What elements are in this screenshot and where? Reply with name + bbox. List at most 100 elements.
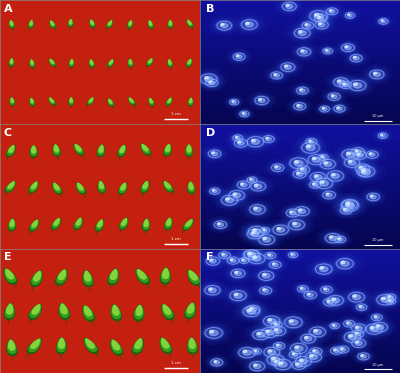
Ellipse shape: [384, 297, 397, 305]
Ellipse shape: [301, 167, 335, 188]
Ellipse shape: [248, 253, 252, 255]
Ellipse shape: [309, 174, 339, 192]
Ellipse shape: [286, 4, 289, 6]
Ellipse shape: [252, 95, 271, 106]
Polygon shape: [49, 59, 56, 66]
Ellipse shape: [312, 183, 315, 185]
Ellipse shape: [242, 113, 247, 115]
Ellipse shape: [318, 105, 331, 113]
Ellipse shape: [326, 91, 342, 102]
Ellipse shape: [279, 362, 282, 364]
Ellipse shape: [348, 160, 356, 165]
Ellipse shape: [258, 234, 276, 245]
Ellipse shape: [370, 313, 384, 322]
Ellipse shape: [254, 96, 269, 105]
Ellipse shape: [234, 293, 238, 295]
Ellipse shape: [356, 341, 358, 343]
Bar: [200, 195, 400, 199]
Ellipse shape: [269, 163, 286, 173]
Ellipse shape: [389, 300, 393, 303]
Ellipse shape: [229, 50, 249, 63]
Ellipse shape: [288, 252, 298, 258]
Ellipse shape: [305, 23, 311, 27]
Ellipse shape: [292, 26, 313, 40]
Bar: [200, 286, 400, 290]
Ellipse shape: [199, 75, 225, 91]
Ellipse shape: [236, 346, 258, 360]
Bar: [200, 137, 400, 141]
Ellipse shape: [247, 203, 268, 216]
Polygon shape: [8, 145, 14, 153]
Ellipse shape: [238, 300, 268, 319]
Ellipse shape: [271, 341, 287, 351]
Ellipse shape: [212, 18, 237, 34]
Ellipse shape: [377, 18, 390, 25]
Polygon shape: [128, 59, 134, 68]
Bar: [200, 245, 400, 249]
Ellipse shape: [246, 176, 258, 184]
Ellipse shape: [255, 184, 258, 186]
Ellipse shape: [210, 259, 213, 261]
Ellipse shape: [320, 181, 328, 186]
Polygon shape: [83, 270, 93, 285]
Bar: [200, 216, 400, 220]
Polygon shape: [51, 217, 61, 230]
Ellipse shape: [312, 13, 329, 23]
Ellipse shape: [235, 271, 242, 276]
Ellipse shape: [236, 181, 251, 189]
Ellipse shape: [266, 330, 274, 335]
Ellipse shape: [322, 292, 349, 309]
Ellipse shape: [337, 316, 361, 331]
Ellipse shape: [337, 107, 339, 109]
Bar: [200, 16, 400, 21]
Ellipse shape: [301, 21, 314, 29]
Ellipse shape: [292, 101, 308, 112]
Ellipse shape: [322, 191, 336, 200]
Polygon shape: [75, 144, 82, 152]
Ellipse shape: [273, 342, 285, 350]
Ellipse shape: [326, 193, 332, 197]
Ellipse shape: [309, 140, 311, 142]
Ellipse shape: [257, 348, 294, 372]
Ellipse shape: [285, 65, 288, 67]
Bar: [200, 352, 400, 357]
Ellipse shape: [353, 83, 362, 88]
Ellipse shape: [307, 9, 330, 23]
Polygon shape: [189, 98, 192, 103]
Polygon shape: [168, 59, 172, 67]
Polygon shape: [111, 305, 121, 319]
Ellipse shape: [320, 181, 324, 183]
Ellipse shape: [253, 282, 279, 299]
Ellipse shape: [271, 357, 294, 372]
Ellipse shape: [204, 256, 222, 267]
Polygon shape: [133, 338, 143, 352]
Ellipse shape: [364, 67, 389, 82]
Ellipse shape: [288, 219, 305, 230]
Ellipse shape: [334, 349, 339, 352]
Ellipse shape: [349, 322, 369, 335]
Ellipse shape: [248, 346, 265, 357]
Ellipse shape: [209, 288, 216, 292]
Polygon shape: [146, 58, 153, 66]
Ellipse shape: [388, 296, 393, 299]
Ellipse shape: [279, 204, 307, 222]
Ellipse shape: [290, 353, 317, 370]
Ellipse shape: [268, 319, 272, 321]
Ellipse shape: [313, 350, 316, 351]
Polygon shape: [28, 20, 34, 28]
Bar: [200, 344, 400, 348]
Ellipse shape: [357, 168, 372, 178]
Ellipse shape: [362, 171, 367, 175]
Bar: [200, 100, 400, 104]
Polygon shape: [141, 144, 150, 154]
Bar: [200, 278, 400, 282]
Ellipse shape: [338, 238, 343, 241]
Ellipse shape: [256, 233, 278, 247]
Ellipse shape: [254, 310, 290, 332]
Ellipse shape: [326, 344, 346, 357]
Polygon shape: [163, 181, 173, 191]
Ellipse shape: [341, 330, 364, 344]
Ellipse shape: [298, 31, 306, 35]
Ellipse shape: [351, 330, 364, 338]
Ellipse shape: [370, 326, 378, 332]
